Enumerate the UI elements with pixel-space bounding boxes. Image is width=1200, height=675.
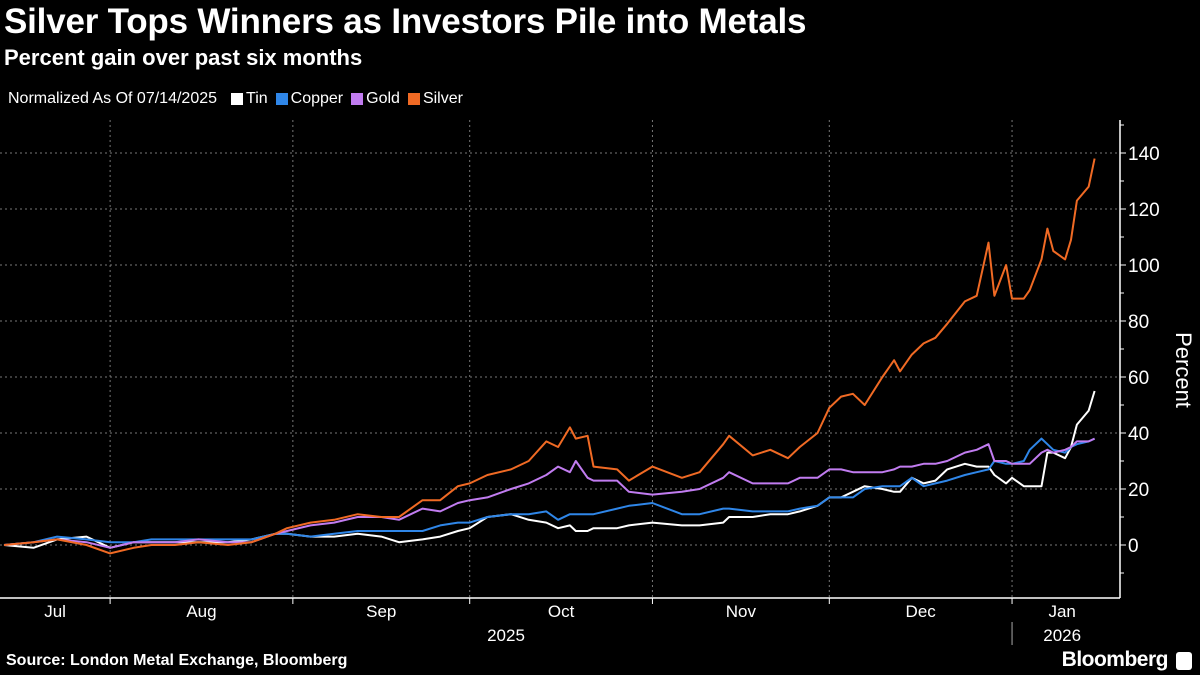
y-tick-label: 80 — [1128, 312, 1149, 333]
y-tick-label: 100 — [1128, 256, 1160, 277]
series-line-tin — [3, 390, 1096, 549]
x-tick-label-aug: Aug — [186, 602, 216, 621]
chart-title: Silver Tops Winners as Investors Pile in… — [4, 2, 807, 41]
legend-label-copper: Copper — [290, 90, 344, 107]
y-axis-label: Percent — [1171, 332, 1196, 408]
x-tick-label-jul: Jul — [44, 602, 66, 621]
chart-subtitle: Percent gain over past six months — [4, 45, 363, 70]
legend-swatch-tin — [231, 93, 244, 105]
legend-item-tin: Tin — [231, 90, 268, 108]
y-tick-label: 40 — [1128, 424, 1149, 445]
y-tick-label: 0 — [1128, 536, 1139, 557]
series-line-gold — [3, 437, 1096, 549]
legend-swatch-silver — [407, 93, 420, 105]
bloomberg-chart-icon — [1176, 652, 1192, 670]
bloomberg-logo: Bloomberg — [1061, 648, 1169, 671]
source-note: Source: London Metal Exchange, Bloomberg — [6, 652, 348, 669]
year-label-2025: 2025 — [487, 626, 525, 645]
legend-swatch-copper — [275, 93, 288, 105]
legend-item-silver: Silver — [407, 90, 463, 108]
x-tick-label-oct: Oct — [548, 602, 575, 621]
legend-label-gold: Gold — [366, 90, 400, 107]
y-tick-label: 20 — [1128, 480, 1149, 501]
x-tick-label-sep: Sep — [366, 602, 396, 621]
legend-swatch-gold — [351, 93, 364, 105]
legend: Normalized As Of 07/14/2025 Tin Copper G… — [8, 90, 471, 108]
legend-label-tin: Tin — [246, 90, 268, 107]
x-tick-label-nov: Nov — [726, 602, 757, 621]
y-tick-label: 120 — [1128, 200, 1160, 221]
legend-note: Normalized As Of 07/14/2025 — [8, 90, 218, 107]
y-tick-label: 140 — [1128, 144, 1160, 165]
year-label-2026: 2026 — [1043, 626, 1081, 645]
series-line-copper — [3, 437, 1096, 546]
series-line-silver — [3, 158, 1096, 555]
x-tick-label-dec: Dec — [906, 602, 937, 621]
legend-label-silver: Silver — [422, 90, 463, 107]
legend-item-gold: Gold — [351, 90, 400, 108]
x-tick-label-jan: Jan — [1048, 602, 1075, 621]
legend-item-copper: Copper — [275, 90, 344, 108]
y-tick-label: 60 — [1128, 368, 1149, 389]
